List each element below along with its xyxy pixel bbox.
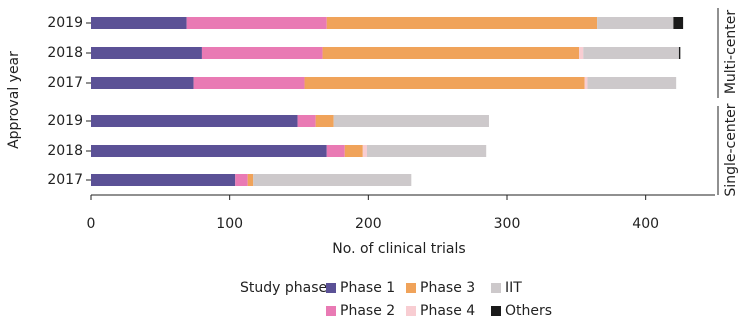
- bar-segment: [362, 145, 367, 157]
- bar-segment: [247, 174, 254, 186]
- bar-segment: [186, 17, 327, 29]
- bar-segment: [91, 47, 202, 59]
- bar-segment: [201, 47, 323, 59]
- y-tick-label: 2019: [47, 15, 83, 31]
- bar-segment: [597, 17, 674, 29]
- bar-segment: [322, 47, 580, 59]
- bar-segment: [579, 47, 584, 59]
- bar-segment: [253, 174, 412, 186]
- legend-swatch: [406, 283, 416, 293]
- bar-segment: [584, 77, 588, 89]
- bar-segment: [326, 145, 345, 157]
- legend-label: Phase 3: [420, 280, 475, 296]
- y-tick-label: 2018: [47, 45, 83, 61]
- bar-segment: [91, 17, 187, 29]
- y-tick-label: 2017: [47, 75, 83, 91]
- x-tick-label: 100: [216, 216, 243, 232]
- x-tick-label: 0: [87, 216, 96, 232]
- y-tick-label: 2018: [47, 143, 83, 159]
- bar-segment: [344, 145, 363, 157]
- bar-segment: [91, 145, 327, 157]
- bar-segment: [91, 174, 236, 186]
- bar-segment: [235, 174, 248, 186]
- bar-segment: [326, 17, 598, 29]
- bar-segment: [193, 77, 305, 89]
- legend-label: Others: [505, 303, 552, 318]
- legend-label: Phase 4: [420, 303, 475, 318]
- legend-swatch: [326, 283, 336, 293]
- legend-label: Phase 1: [340, 280, 395, 296]
- legend-swatch: [491, 283, 501, 293]
- strip-label: Multi-center: [723, 10, 738, 95]
- legend-title: Study phase: [240, 280, 327, 296]
- x-axis-label: No. of clinical trials: [332, 241, 465, 257]
- bar-segment: [297, 115, 316, 127]
- bar-segment: [678, 47, 681, 59]
- x-tick-label: 400: [632, 216, 659, 232]
- legend-label: Phase 2: [340, 303, 395, 318]
- y-tick-label: 2017: [47, 172, 83, 188]
- bar-segment: [673, 17, 684, 29]
- bar-segment: [315, 115, 334, 127]
- x-tick-label: 300: [494, 216, 521, 232]
- y-axis-label: Approval year: [6, 51, 22, 149]
- bar-segment: [91, 77, 194, 89]
- legend-label: IIT: [505, 280, 522, 296]
- legend-swatch: [406, 306, 416, 316]
- bar-segment: [366, 145, 487, 157]
- legend-swatch: [491, 306, 501, 316]
- bar-segment: [587, 77, 677, 89]
- legend-swatch: [326, 306, 336, 316]
- bar-segment: [583, 47, 679, 59]
- x-tick-label: 200: [355, 216, 382, 232]
- bar-segment: [304, 77, 585, 89]
- bar-segment: [333, 115, 489, 127]
- bar-segment: [91, 115, 298, 127]
- strip-label: Single-center: [723, 103, 738, 196]
- y-tick-label: 2019: [47, 113, 83, 129]
